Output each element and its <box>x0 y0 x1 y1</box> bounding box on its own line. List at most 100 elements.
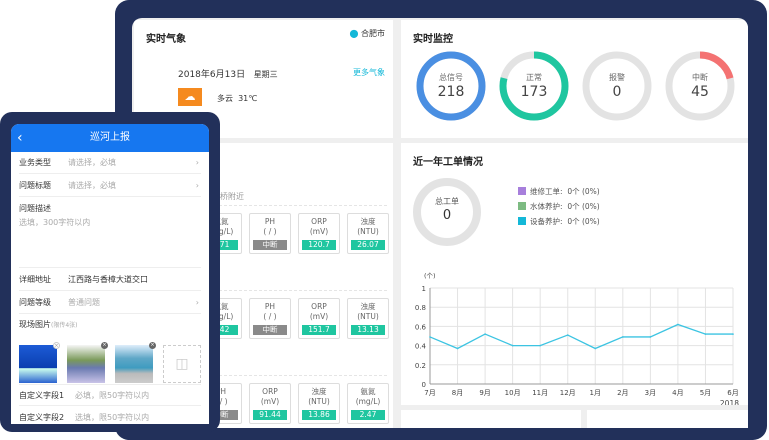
x-tick-label: 12月 <box>560 389 576 397</box>
ring-0[interactable]: 总信号 218 <box>415 50 487 122</box>
city-selector[interactable]: ⬤ 合肥市 <box>350 28 386 39</box>
ring-label: 中断 <box>692 73 708 82</box>
ring-value: 45 <box>691 84 709 100</box>
chevron-right-icon: › <box>195 158 199 167</box>
monitor-title: 实时监控 <box>413 34 453 45</box>
workorder-line-chart: 0 0.2 0.4 0.6 0.8 1 7月 8月 9月 10月 11月 12月 1月 2月 3月 4月 5月 6… <box>415 272 739 405</box>
weather-title: 实时气象 <box>146 34 186 45</box>
x-tick-label: 3月 <box>645 389 656 397</box>
sensor-label: 浊度 <box>311 387 327 396</box>
chevron-right-icon: › <box>195 181 199 190</box>
weather-condition: 多云 31℃ <box>217 94 258 103</box>
data-point <box>566 334 569 336</box>
patrol-report-form: ‹ 巡河上报 业务类型 请选择，必填 › 问题标题 请选择，必填 › 问题描述 选填，300… <box>11 124 209 424</box>
sensor-label: ORP <box>262 387 278 396</box>
sensor-unit: (mV) <box>309 312 329 321</box>
workorder-panel: 近一年工单情况 总工单 0 维修工单: 0个 (0%) 水体养护: 0个 (0%)… <box>401 143 748 405</box>
remove-photo-icon[interactable]: × <box>149 342 156 349</box>
y-tick-label: 0.8 <box>415 304 426 312</box>
y-tick-label: 0 <box>422 381 426 389</box>
field-description[interactable]: 问题描述 选填，300字符以内 <box>19 198 201 268</box>
sensor-label: 氨氮 <box>360 387 376 396</box>
more-weather-link[interactable]: 更多气象 <box>353 68 385 77</box>
phone-header: ‹ 巡河上报 <box>11 124 209 152</box>
sensor-label: ORP <box>311 302 327 311</box>
sensor-value: 2.42 <box>204 325 238 335</box>
sensor-unit: ( / ) <box>263 312 277 321</box>
sensor-card[interactable]: ORP (mV) 91.44 <box>249 383 291 424</box>
legend-item: 维修工单: 0个 (0%) <box>518 186 600 197</box>
ring-label: 报警 <box>609 73 625 82</box>
total-workorder-ring: 总工单 0 <box>413 178 481 246</box>
field-issue-title[interactable]: 问题标题 请选择，必填 › <box>19 175 201 197</box>
sensor-card[interactable]: 氨氮 (mg/L) 2.47 <box>347 383 389 424</box>
phone-title: 巡河上报 <box>90 132 130 143</box>
ring-3[interactable]: 中断 45 <box>664 50 736 122</box>
sensor-label: ORP <box>311 217 327 226</box>
ring-2[interactable]: 报警 0 <box>581 50 653 122</box>
legend-swatch <box>518 217 526 225</box>
chevron-right-icon: › <box>195 298 199 307</box>
data-point <box>539 344 541 347</box>
x-tick-label: 1月 <box>590 389 601 397</box>
sensor-unit: (NTU) <box>357 227 379 236</box>
sensor-card[interactable]: 浊度 (NTU) 26.07 <box>347 213 389 254</box>
x-axis-year: 2018 <box>720 399 739 405</box>
sensor-unit: (mV) <box>309 227 329 236</box>
location-pin-icon: ⬤ <box>349 29 359 38</box>
sensor-value: 13.86 <box>302 410 336 420</box>
x-tick-label: 7月 <box>424 389 435 397</box>
ring-value: 218 <box>437 84 465 100</box>
sensor-card[interactable]: PH( / ) 中断 <box>249 213 291 254</box>
sensor-value: 2.47 <box>351 410 385 420</box>
data-point <box>732 333 734 335</box>
photo-thumbnail[interactable]: × <box>115 342 156 383</box>
series-line <box>429 323 733 350</box>
sensor-value: 26.07 <box>351 240 385 250</box>
remove-photo-icon[interactable]: × <box>101 342 108 349</box>
total-value: 0 <box>442 208 452 223</box>
field-custom-2[interactable]: 自定义字段2 选填，限50字符以内 <box>19 407 201 424</box>
sensor-card[interactable]: PH( / ) 中断 <box>249 298 291 339</box>
sensor-card[interactable]: ORP (mV) 151.7 <box>298 298 340 339</box>
x-tick-label: 5月 <box>700 389 711 397</box>
y-axis-label: (个) <box>424 272 436 280</box>
sensor-unit: (NTU) <box>308 397 330 406</box>
remove-photo-icon[interactable]: × <box>53 342 60 349</box>
data-point <box>511 344 514 347</box>
weather-date: 2018年6月13日 星期三 <box>178 70 278 80</box>
field-custom-1[interactable]: 自定义字段1 必填，限50字符以内 <box>19 384 201 406</box>
data-point <box>649 336 652 338</box>
ring-1[interactable]: 正常 173 <box>498 50 570 122</box>
legend-item: 设备养护: 0个 (0%) <box>518 216 600 227</box>
workorder-title: 近一年工单情况 <box>413 157 483 168</box>
sensor-value: 中断 <box>253 325 287 335</box>
sensor-label: 氨氮 <box>213 217 229 226</box>
x-tick-label: 10月 <box>505 389 521 397</box>
sensor-card[interactable]: 浊度 (NTU) 13.86 <box>298 383 340 424</box>
sensor-label: PH <box>215 387 227 396</box>
photo-thumbnail[interactable]: × <box>67 342 108 383</box>
data-point <box>456 347 459 350</box>
add-photo-camera-icon[interactable]: ◫ <box>163 345 201 383</box>
sensor-label: PH <box>264 217 276 226</box>
sensor-card[interactable]: 浊度 (NTU) 13.13 <box>347 298 389 339</box>
sensor-value: 中断 <box>253 240 287 250</box>
photo-thumbnail[interactable]: × <box>19 342 60 383</box>
sensor-unit: ( / ) <box>263 227 277 236</box>
data-point <box>429 336 431 338</box>
y-tick-label: 0.6 <box>415 323 427 331</box>
sensor-label: 浊度 <box>360 217 376 226</box>
monitor-panel: 实时监控 总信号 218 正常 173 报警 0 中断 45 <box>401 20 748 138</box>
field-issue-level[interactable]: 问题等级 普通问题 › <box>19 292 201 314</box>
data-point <box>704 333 707 335</box>
field-address[interactable]: 详细地址 江西路与香樟大道交口 <box>19 269 201 291</box>
field-business-type[interactable]: 业务类型 请选择，必填 › <box>19 152 201 174</box>
ring-label: 总信号 <box>439 73 463 82</box>
partly-cloudy-icon: ☁ <box>178 88 202 106</box>
x-tick-label: 2月 <box>617 389 628 397</box>
back-arrow-icon[interactable]: ‹ <box>17 130 23 146</box>
bottom-panel-right <box>587 410 748 428</box>
sensor-label: PH <box>264 302 276 311</box>
sensor-card[interactable]: ORP (mV) 120.7 <box>298 213 340 254</box>
